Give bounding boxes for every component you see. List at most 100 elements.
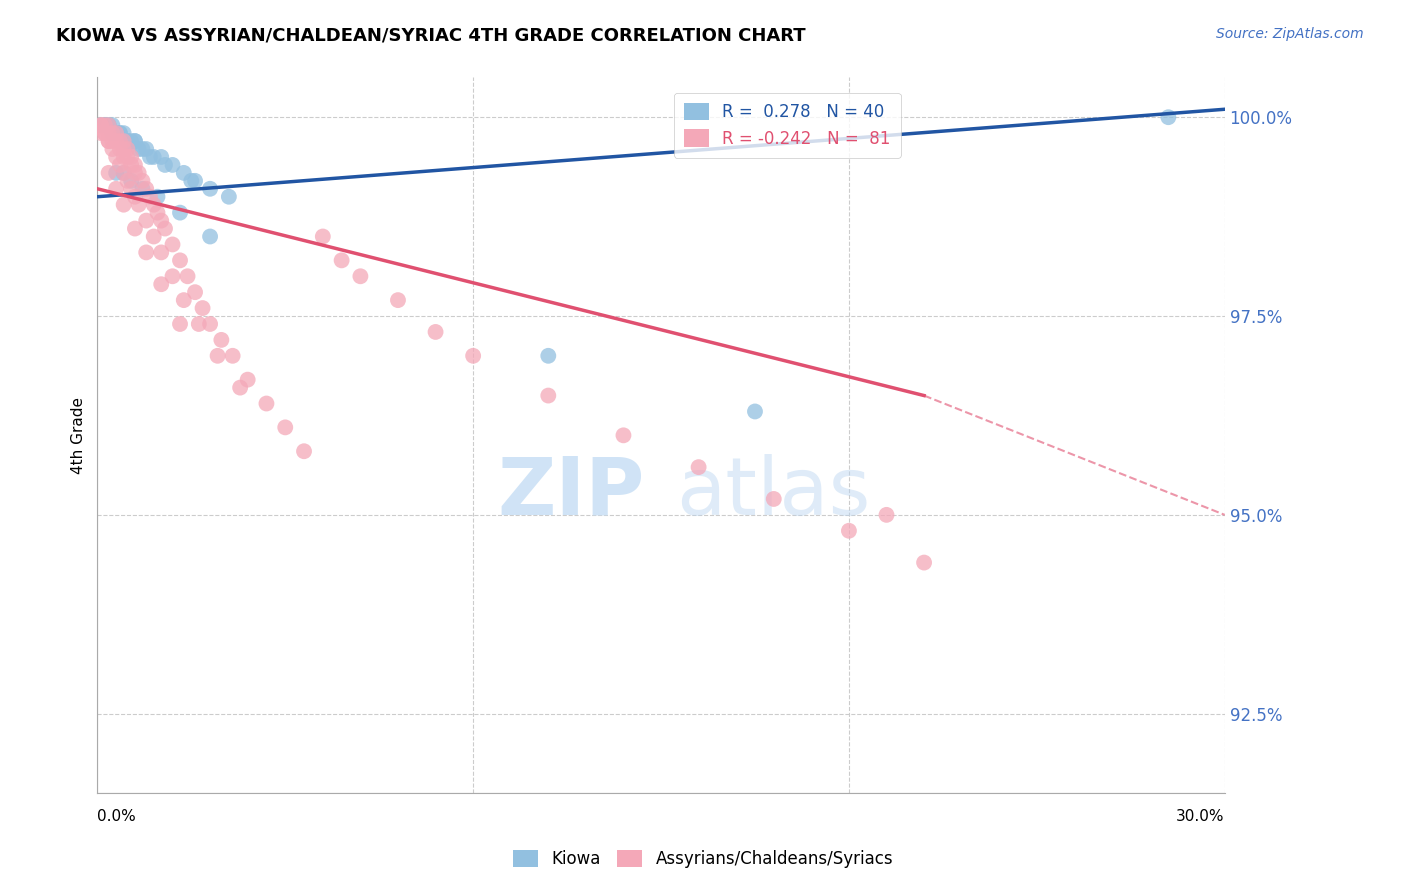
Legend: Kiowa, Assyrians/Chaldeans/Syriacs: Kiowa, Assyrians/Chaldeans/Syriacs [506,843,900,875]
Point [169,317,191,331]
Point [112,166,135,180]
Point [117,142,139,156]
Point [105,182,128,196]
Point [176,269,198,284]
Point [218,190,240,204]
Point [142,150,165,164]
Point [153,158,176,172]
Point [101,126,124,140]
Point [105,150,128,164]
Point [150,213,173,227]
Point [90,118,112,132]
Point [150,277,173,292]
Point [180,174,202,188]
Point [124,166,146,180]
Point [688,460,710,475]
Point [292,444,315,458]
Point [207,349,229,363]
Point [537,388,560,402]
Point [221,349,243,363]
Point [112,142,135,156]
Point [330,253,353,268]
Point [97,134,120,148]
Point [108,134,131,148]
Point [94,118,117,132]
Point [169,253,191,268]
Point [744,404,766,418]
Point [198,182,221,196]
Point [184,285,207,300]
Point [120,174,142,188]
Point [135,142,157,156]
Point [162,269,184,284]
Point [120,182,142,196]
Point [131,142,153,156]
Point [108,158,131,172]
Point [191,301,214,315]
Point [112,166,135,180]
Point [312,229,335,244]
Point [612,428,634,442]
Point [762,491,785,506]
Point [101,142,124,156]
Point [187,317,209,331]
Point [105,126,128,140]
Point [173,293,195,307]
Point [184,174,207,188]
Point [112,126,135,140]
Point [97,166,120,180]
Point [117,150,139,164]
Point [142,229,165,244]
Point [146,205,169,219]
Point [153,221,176,235]
Point [1157,110,1180,124]
Point [142,197,165,211]
Point [117,174,139,188]
Point [198,317,221,331]
Point [97,118,120,132]
Point [117,134,139,148]
Point [131,182,153,196]
Point [94,126,117,140]
Point [90,126,112,140]
Point [120,158,142,172]
Point [198,229,221,244]
Point [131,174,153,188]
Point [124,158,146,172]
Point [387,293,409,307]
Text: 30.0%: 30.0% [1177,809,1225,824]
Point [128,197,150,211]
Point [105,166,128,180]
Point [112,134,135,148]
Point [209,333,232,347]
Point [128,142,150,156]
Point [105,134,128,148]
Point [120,134,142,148]
Point [101,126,124,140]
Point [169,205,191,219]
Point [349,269,371,284]
Point [146,190,169,204]
Point [117,134,139,148]
Point [124,221,146,235]
Point [135,182,157,196]
Legend: R =  0.278   N = 40, R = -0.242   N =  81: R = 0.278 N = 40, R = -0.242 N = 81 [673,93,901,158]
Point [173,166,195,180]
Point [876,508,898,522]
Point [105,126,128,140]
Point [124,134,146,148]
Text: KIOWA VS ASSYRIAN/CHALDEAN/SYRIAC 4TH GRADE CORRELATION CHART: KIOWA VS ASSYRIAN/CHALDEAN/SYRIAC 4TH GR… [56,27,806,45]
Text: Source: ZipAtlas.com: Source: ZipAtlas.com [1216,27,1364,41]
Point [256,396,278,410]
Point [838,524,860,538]
Point [108,126,131,140]
Point [463,349,485,363]
Point [90,118,112,132]
Point [120,150,142,164]
Point [128,166,150,180]
Point [108,142,131,156]
Point [229,381,252,395]
Point [139,190,162,204]
Point [94,118,117,132]
Point [112,150,135,164]
